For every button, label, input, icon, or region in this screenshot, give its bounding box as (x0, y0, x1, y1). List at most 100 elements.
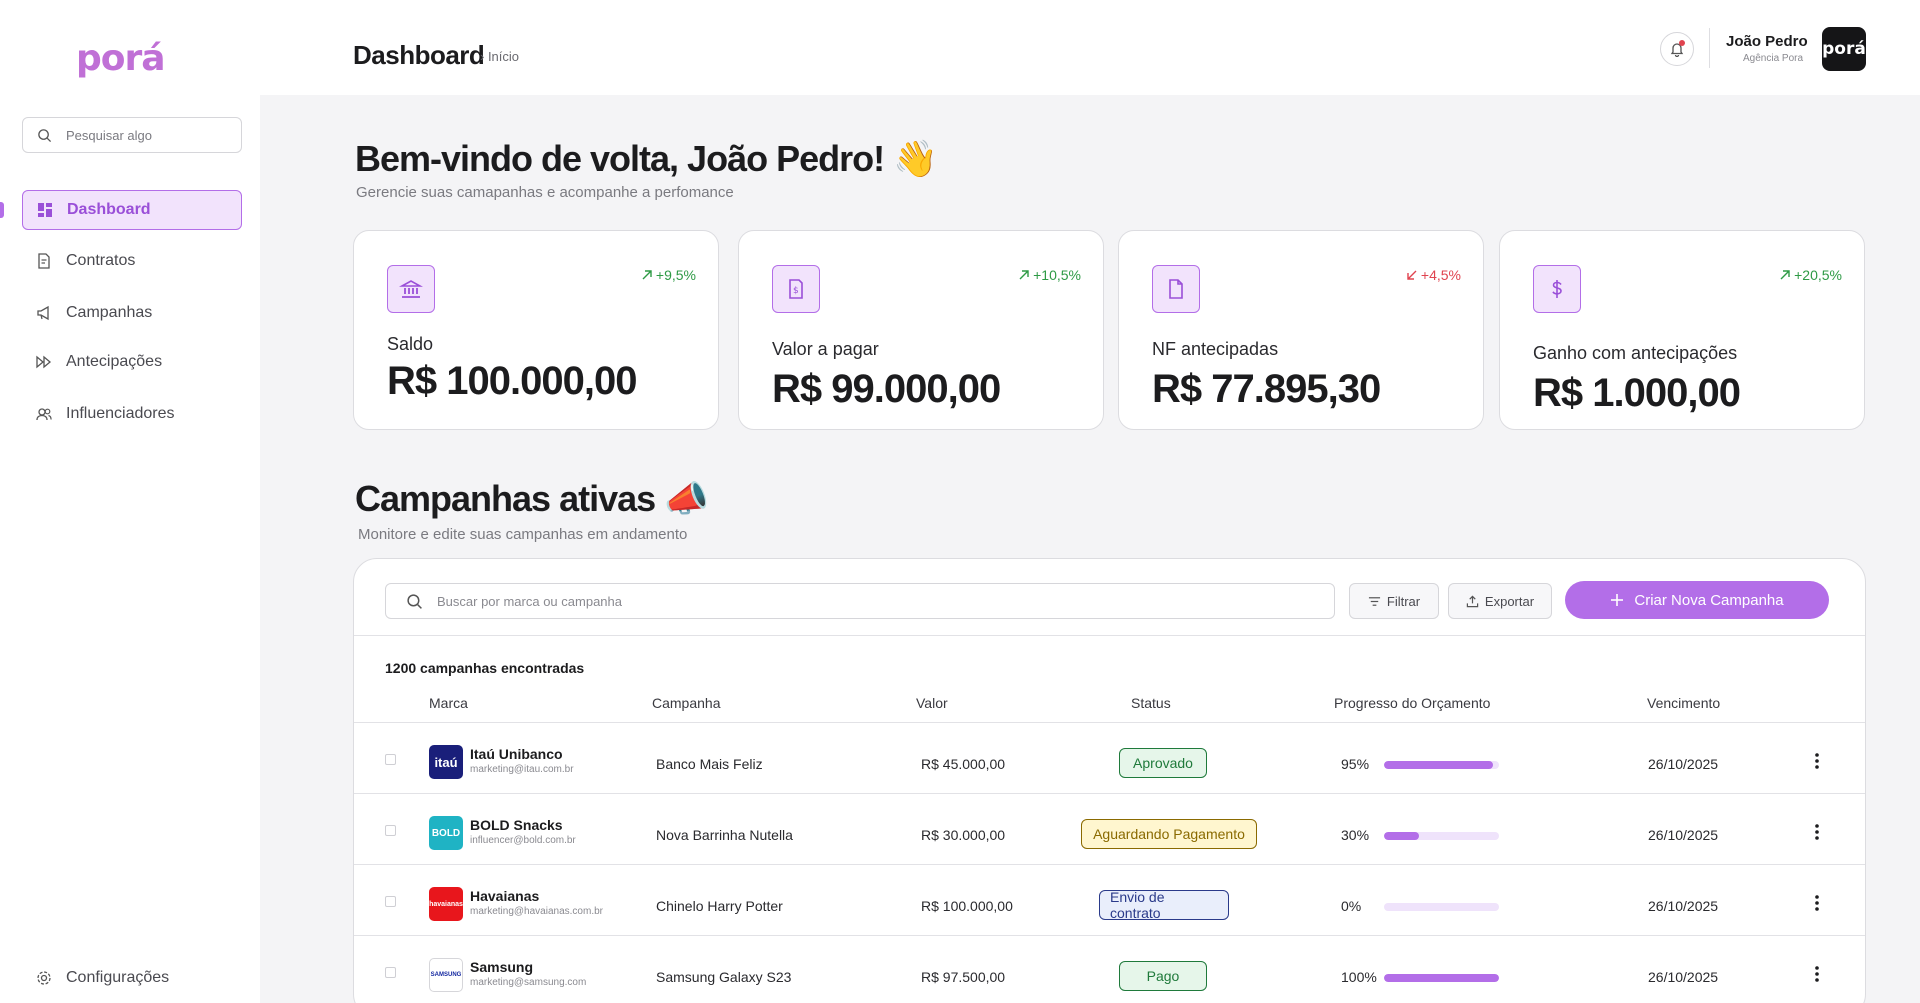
campaigns-subtitle: Monitore e edite suas campanhas em andam… (358, 526, 688, 543)
row-checkbox[interactable] (385, 825, 396, 836)
stat-card-valor-a-pagar: $ +10,5% Valor a pagar R$ 99.000,00 (738, 230, 1104, 430)
card-icon-box: $ (772, 265, 820, 313)
card-label: Valor a pagar (772, 339, 879, 359)
welcome-subtitle: Gerencie suas camapanhas e acompanhe a p… (356, 184, 734, 201)
column-header-status[interactable]: Status (1131, 695, 1171, 711)
document-icon (1169, 279, 1183, 299)
user-name[interactable]: João Pedro (1726, 33, 1808, 50)
gear-icon (37, 971, 51, 985)
card-delta: +4,5% (1406, 267, 1461, 283)
arrow-down-left-icon (1407, 270, 1417, 280)
due-date: 26/10/2025 (1648, 969, 1719, 985)
sidebar-search-input[interactable]: Pesquisar algo (22, 117, 242, 153)
row-checkbox[interactable] (385, 967, 396, 978)
progress-bar-fill (1384, 974, 1499, 982)
sidebar-item-dashboard[interactable]: Dashboard (22, 190, 242, 230)
table-row[interactable]: BOLD BOLD Snacks influencer@bold.com.br … (354, 794, 1865, 865)
notification-dot (1679, 40, 1685, 46)
sidebar-item-configuracoes[interactable]: Configurações (22, 958, 242, 998)
sidebar-item-label: Antecipações (66, 353, 163, 370)
row-checkbox[interactable] (385, 896, 396, 907)
sidebar-item-contratos[interactable]: Contratos (22, 241, 242, 281)
column-header-progresso[interactable]: Progresso do Orçamento (1334, 695, 1491, 711)
dollar-icon (1552, 280, 1562, 298)
card-value: R$ 100.000,00 (387, 359, 637, 403)
sidebar-item-label: Dashboard (67, 201, 151, 218)
progress-bar-fill (1384, 761, 1494, 769)
user-organization: Agência Pora (1743, 53, 1804, 64)
table-row[interactable]: itaú Itaú Unibanco marketing@itau.com.br… (354, 723, 1865, 794)
column-header-vencimento[interactable]: Vencimento (1647, 695, 1721, 711)
plus-icon (1611, 594, 1624, 606)
campaign-name: Nova Barrinha Nutella (656, 827, 793, 843)
card-delta-value: +20,5% (1794, 267, 1842, 283)
more-options-icon[interactable] (1812, 751, 1822, 771)
sidebar: porá Pesquisar algo Dashboard Contratos … (0, 0, 260, 1003)
progress-percent: 95% (1341, 756, 1370, 772)
megaphone-icon (37, 305, 49, 321)
notifications-button[interactable] (1660, 32, 1694, 66)
progress-bar (1384, 761, 1499, 769)
sidebar-item-label: Contratos (66, 252, 136, 269)
dashboard-icon (38, 203, 52, 217)
sidebar-item-antecipacoes[interactable]: Antecipações (22, 342, 242, 382)
users-icon (36, 408, 52, 421)
filter-label: Filtrar (1386, 593, 1421, 609)
brand-logo: SAMSUNG (429, 958, 463, 992)
card-label: Saldo (387, 334, 434, 354)
card-delta-value: +9,5% (655, 267, 696, 283)
campaign-name: Banco Mais Feliz (656, 756, 763, 772)
more-options-icon[interactable] (1812, 964, 1822, 984)
brand-email: influencer@bold.com.br (470, 835, 576, 846)
export-button[interactable]: Exportar (1448, 583, 1552, 619)
table-row[interactable]: SAMSUNG Samsung marketing@samsung.com Sa… (354, 936, 1865, 1003)
upload-icon (1466, 595, 1479, 607)
header-divider (1709, 28, 1710, 68)
table-row[interactable]: havaianas Havaianas marketing@havaianas.… (354, 865, 1865, 936)
search-icon (38, 128, 52, 142)
brand-email: marketing@itau.com.br (470, 764, 574, 775)
sidebar-item-campanhas[interactable]: Campanhas (22, 293, 242, 333)
avatar[interactable]: porá (1822, 27, 1866, 71)
card-label: Ganho com antecipações (1533, 343, 1738, 363)
card-delta: +20,5% (1779, 267, 1842, 283)
brand-name: Havaianas (470, 888, 540, 904)
breadcrumb[interactable]: › Início (480, 49, 520, 64)
card-delta: +9,5% (641, 267, 696, 283)
brand-email: marketing@samsung.com (470, 977, 587, 988)
status-badge: Aprovado (1119, 748, 1207, 778)
more-options-icon[interactable] (1812, 893, 1822, 913)
campaign-value: R$ 97.500,00 (921, 969, 1006, 985)
filter-button[interactable]: Filtrar (1349, 583, 1439, 619)
contract-icon (38, 253, 50, 269)
due-date: 26/10/2025 (1648, 898, 1719, 914)
brand-email: marketing@havaianas.com.br (470, 906, 603, 917)
sidebar-item-influenciadores[interactable]: Influenciadores (22, 394, 242, 434)
column-header-valor[interactable]: Valor (916, 695, 948, 711)
receipt-icon: $ (789, 279, 803, 299)
stat-card-nf-antecipadas: +4,5% NF antecipadas R$ 77.895,30 (1118, 230, 1484, 430)
card-delta: +10,5% (1018, 267, 1081, 283)
column-header-marca[interactable]: Marca (429, 695, 468, 711)
brand-logo: itaú (429, 745, 463, 779)
stat-card-saldo: +9,5% Saldo R$ 100.000,00 (353, 230, 719, 430)
campaign-search-input[interactable]: Buscar por marca ou campanha (385, 583, 1335, 619)
card-icon-box (1533, 265, 1581, 313)
logo[interactable]: porá (76, 38, 166, 79)
create-campaign-label: Criar Nova Campanha (1634, 591, 1784, 609)
welcome-title: Bem-vindo de volta, João Pedro! 👋 (355, 138, 938, 179)
sidebar-item-label: Campanhas (66, 304, 153, 321)
row-checkbox[interactable] (385, 754, 396, 765)
top-header: Dashboard › Início João Pedro Agência Po… (260, 0, 1920, 95)
column-header-campanha[interactable]: Campanha (652, 695, 721, 711)
campaign-search-placeholder: Buscar por marca ou campanha (437, 593, 622, 609)
brand-name: Samsung (470, 959, 534, 975)
progress-percent: 0% (1341, 898, 1362, 914)
campaigns-title: Campanhas ativas 📣 (355, 478, 709, 519)
progress-bar (1384, 903, 1499, 911)
more-options-icon[interactable] (1812, 822, 1822, 842)
results-count: 1200 campanhas encontradas (385, 660, 585, 676)
create-campaign-button[interactable]: Criar Nova Campanha (1565, 581, 1829, 619)
header-divider-line (354, 722, 1865, 723)
campaign-value: R$ 100.000,00 (921, 898, 1013, 914)
